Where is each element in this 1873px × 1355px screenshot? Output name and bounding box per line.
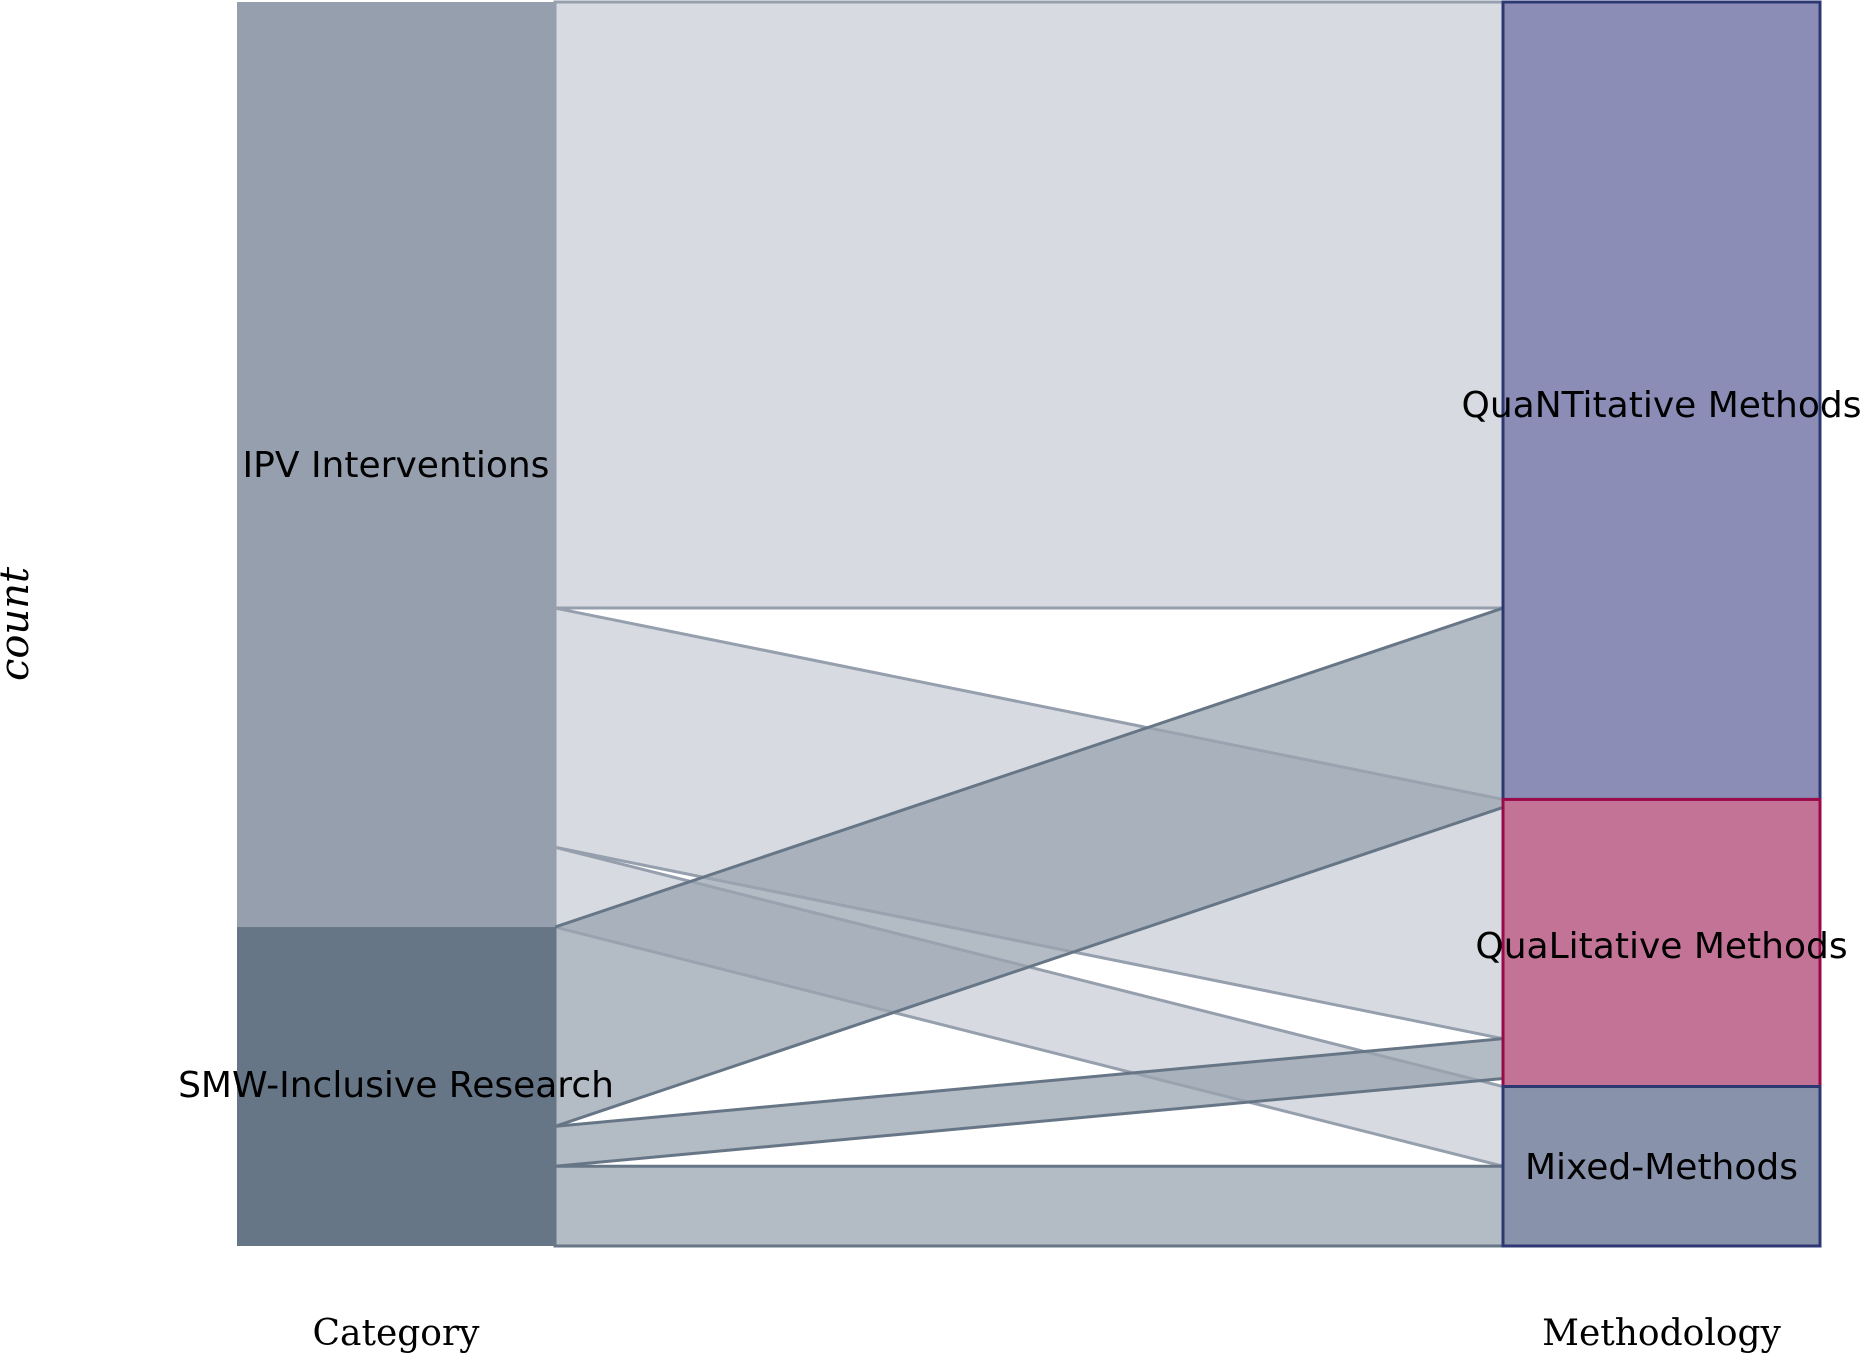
labels-layer: IPV Interventions SMW-Inclusive Research C… xyxy=(178,385,1861,1354)
stratum-label-quantitative-methods: QuaNTitative Methods xyxy=(1462,385,1862,426)
stratum-quantitative-methods xyxy=(1501,0,1822,801)
flow-smw-inclusive-research-to-mixed-methods xyxy=(553,1164,1505,1248)
stratum-label-ipv-interventions: IPV Interventions xyxy=(243,445,550,486)
stratum-qualitative-methods xyxy=(1501,797,1822,1089)
stratum-mixed-methods xyxy=(1501,1085,1822,1248)
flow-ipv-interventions-to-quantitative-methods xyxy=(553,0,1505,610)
axis-label-methodology: Methodology xyxy=(1542,1313,1781,1354)
axis-label-category: Category xyxy=(312,1313,480,1354)
stratum-ipv-interventions xyxy=(237,2,555,928)
stratum-label-qualitative-methods: QuaLitative Methods xyxy=(1475,926,1847,967)
stratum-label-smw-inclusive-research: SMW-Inclusive Research xyxy=(178,1065,614,1106)
y-axis-label: count xyxy=(0,566,38,681)
stratum-smw-inclusive-research xyxy=(237,927,555,1246)
strata-layer xyxy=(237,0,1822,1248)
flows-layer xyxy=(553,0,1505,1248)
stratum-label-mixed-methods: Mixed-Methods xyxy=(1525,1147,1798,1188)
